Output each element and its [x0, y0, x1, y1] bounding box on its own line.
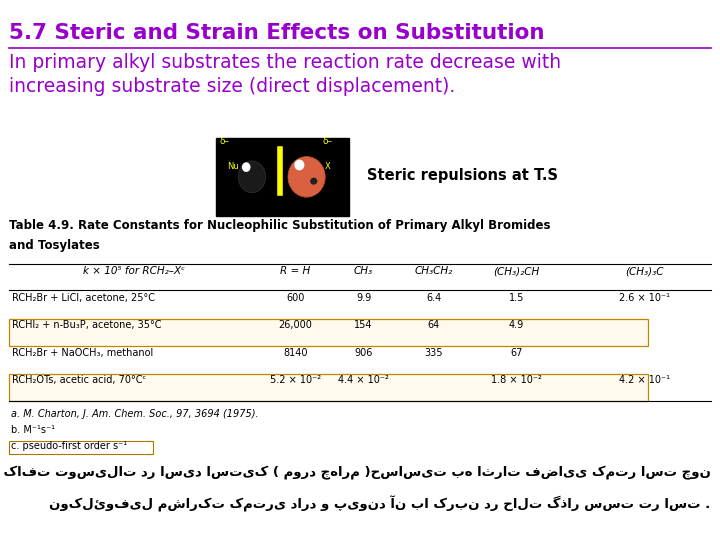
Text: 8140: 8140	[283, 348, 307, 358]
Text: k × 10⁵ for RCH₂–Xᶜ: k × 10⁵ for RCH₂–Xᶜ	[84, 266, 185, 276]
Text: RCH₂Br + NaOCH₃, methanol: RCH₂Br + NaOCH₃, methanol	[12, 348, 153, 358]
Text: RCH₂OTs, acetic acid, 70°Cᶜ: RCH₂OTs, acetic acid, 70°Cᶜ	[12, 375, 146, 386]
Text: c. pseudo-first order s⁻¹: c. pseudo-first order s⁻¹	[11, 441, 127, 451]
Text: 67: 67	[510, 348, 523, 358]
FancyBboxPatch shape	[216, 138, 349, 216]
Text: X: X	[325, 162, 331, 171]
FancyBboxPatch shape	[9, 374, 648, 401]
Text: a. M. Charton, J. Am. Chem. Soc., 97, 3694 (1975).: a. M. Charton, J. Am. Chem. Soc., 97, 36…	[11, 409, 258, 419]
Text: CH₃: CH₃	[354, 266, 373, 276]
Ellipse shape	[288, 157, 325, 197]
Text: (CH₃)₂CH: (CH₃)₂CH	[493, 266, 540, 276]
Text: 5.7 Steric and Strain Effects on Substitution: 5.7 Steric and Strain Effects on Substit…	[9, 23, 545, 43]
Text: RCHl₂ + n-Bu₃P, acetone, 35°C: RCHl₂ + n-Bu₃P, acetone, 35°C	[12, 320, 162, 330]
Text: نوکلئوفیل مشارکت کمتری دارد و پیوند آن با کربن در حالت گذار سست تر است .: نوکلئوفیل مشارکت کمتری دارد و پیوند آن ب…	[50, 496, 711, 512]
Text: 4.2 × 10⁻¹: 4.2 × 10⁻¹	[619, 375, 670, 386]
Ellipse shape	[310, 178, 318, 185]
FancyBboxPatch shape	[9, 441, 153, 454]
Text: Table 4.9. Rate Constants for Nucleophilic Substitution of Primary Alkyl Bromide: Table 4.9. Rate Constants for Nucleophil…	[9, 219, 551, 232]
Text: 1.5: 1.5	[509, 293, 524, 303]
Text: δ–: δ–	[323, 137, 333, 146]
Text: δ–: δ–	[220, 137, 230, 146]
Text: b. M⁻¹s⁻¹: b. M⁻¹s⁻¹	[11, 425, 55, 435]
Text: Steric repulsions at T.S: Steric repulsions at T.S	[367, 168, 558, 183]
Text: RCH₂Br + LiCl, acetone, 25°C: RCH₂Br + LiCl, acetone, 25°C	[12, 293, 156, 303]
Text: 5.2 × 10⁻²: 5.2 × 10⁻²	[269, 375, 321, 386]
Text: 906: 906	[354, 348, 373, 358]
Text: 9.9: 9.9	[356, 293, 372, 303]
Text: CH₃CH₂: CH₃CH₂	[415, 266, 453, 276]
Text: نر مورد حلال کافت توسیلات در اسید استیک ( مورد چهارم )حساسیت به اثرات فضایی کمتر: نر مورد حلال کافت توسیلات در اسید استیک …	[0, 466, 711, 480]
Text: 335: 335	[425, 348, 443, 358]
Text: 154: 154	[354, 320, 373, 330]
Ellipse shape	[242, 162, 251, 172]
Text: Nu: Nu	[227, 162, 238, 171]
Text: and Tosylates: and Tosylates	[9, 239, 100, 252]
Ellipse shape	[294, 160, 305, 170]
Text: R = H: R = H	[280, 266, 310, 276]
Text: In primary alkyl substrates the reaction rate decrease with
increasing substrate: In primary alkyl substrates the reaction…	[9, 53, 562, 96]
Text: 1.8 × 10⁻²: 1.8 × 10⁻²	[491, 375, 542, 386]
Text: 64: 64	[428, 320, 440, 330]
Text: 2.6 × 10⁻¹: 2.6 × 10⁻¹	[619, 293, 670, 303]
Text: 4.9: 4.9	[509, 320, 524, 330]
Text: 26,000: 26,000	[278, 320, 312, 330]
Text: (CH₃)₃C: (CH₃)₃C	[625, 266, 664, 276]
Text: 600: 600	[286, 293, 305, 303]
Ellipse shape	[238, 161, 266, 193]
Text: 6.4: 6.4	[426, 293, 441, 303]
FancyBboxPatch shape	[9, 319, 648, 346]
Text: 4.4 × 10⁻²: 4.4 × 10⁻²	[338, 375, 389, 386]
